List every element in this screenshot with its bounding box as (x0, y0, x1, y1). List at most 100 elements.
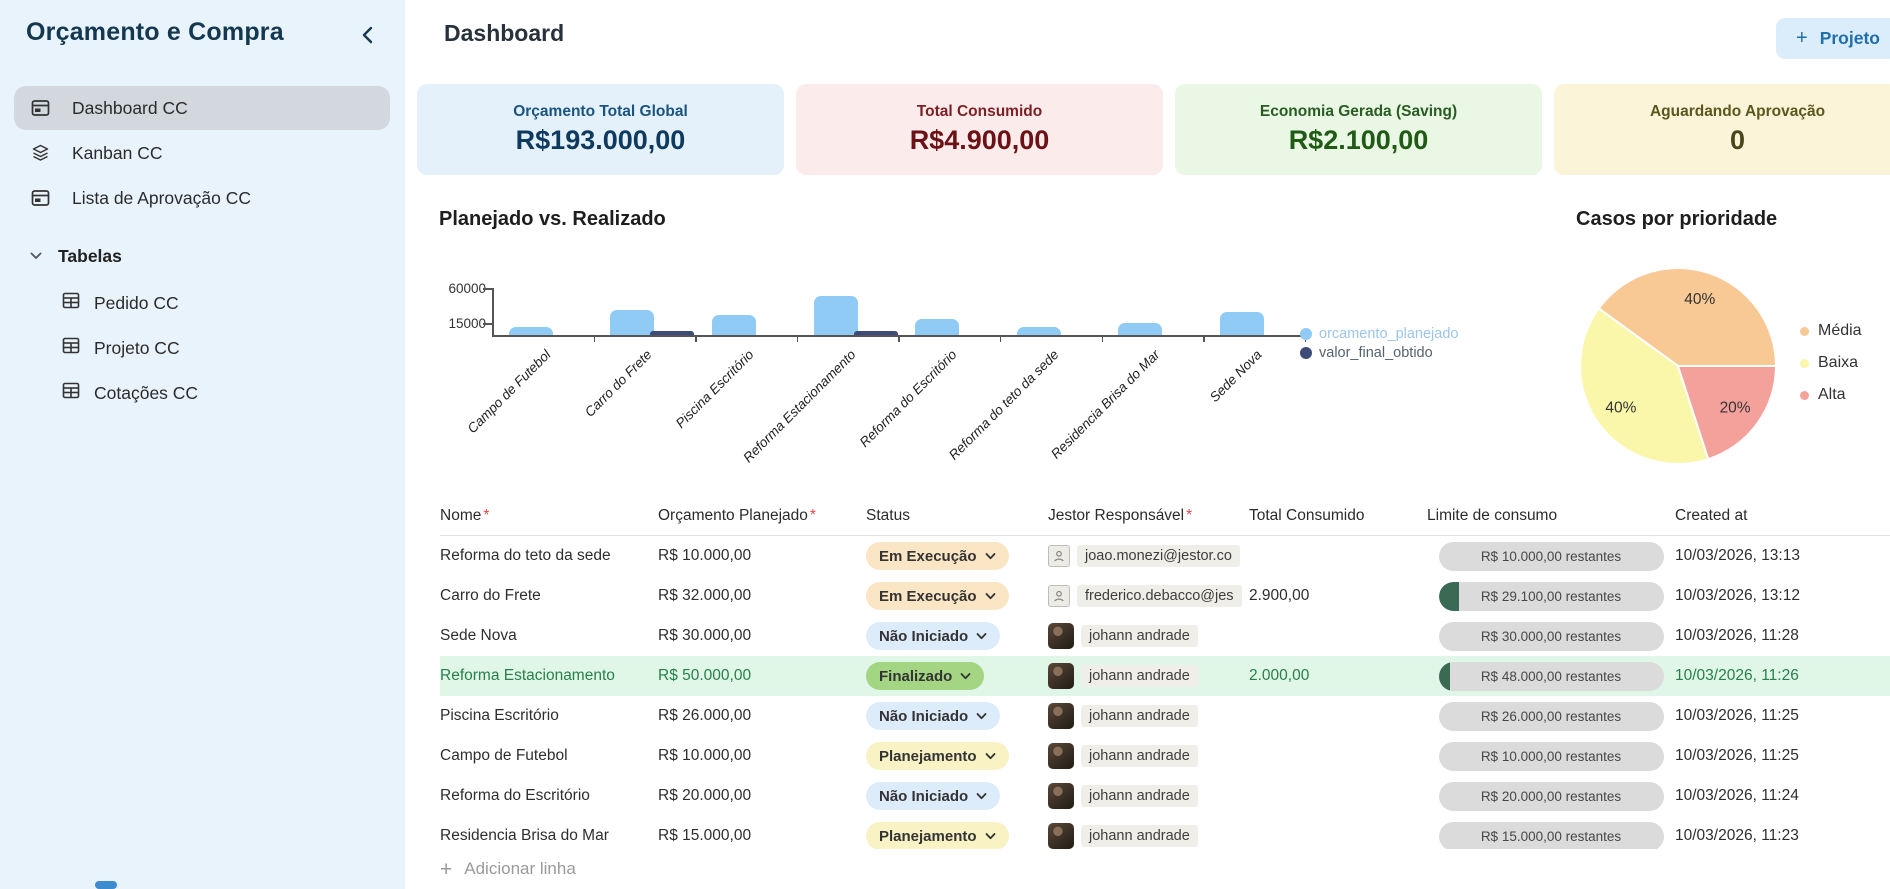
pie-slice-média (1597, 267, 1778, 367)
sidebar-item-label: Projeto CC (94, 337, 180, 358)
column-header[interactable]: Created at (1675, 507, 1890, 525)
legend-item: valor_final_obtido (1300, 345, 1458, 361)
sidebar-section-tabelas[interactable]: Tabelas (30, 236, 390, 276)
column-header[interactable]: Total Consumido (1249, 507, 1427, 525)
cell-nome: Reforma do teto da sede (440, 547, 611, 564)
legend-dot-icon (1300, 347, 1312, 359)
sidebar-section-label: Tabelas (58, 245, 122, 266)
column-header[interactable]: Orçamento Planejado * (658, 507, 866, 525)
card-label: Economia Gerada (Saving) (1259, 103, 1458, 120)
card-label: Aguardando Aprovação (1649, 103, 1826, 120)
chevron-down-icon (976, 792, 987, 800)
limit-progress-pill: R$ 15.000,00 restantes (1438, 821, 1664, 851)
legend-dot-icon (1800, 326, 1809, 336)
horizontal-scrollbar-thumb[interactable] (95, 881, 117, 889)
sidebar-item-dashboard-cc[interactable]: Dashboard CC (14, 86, 390, 130)
sidebar: Orçamento e Compra Dashboard CC Kanban C… (0, 0, 405, 889)
cell-created: 10/03/2026, 11:25 (1675, 707, 1799, 724)
cell-limite: R$ 29.100,00 restantes (1427, 581, 1675, 611)
column-header-label: Created at (1675, 507, 1748, 524)
cell-responsavel: johann andrade (1048, 823, 1249, 849)
user-photo-avatar (1048, 623, 1074, 649)
status-dropdown[interactable]: Em Execução (866, 582, 1009, 610)
legend-dot-icon (1800, 390, 1809, 400)
column-header[interactable]: Status (866, 507, 1048, 525)
y-tick-mark (483, 288, 492, 290)
cell-limite: R$ 15.000,00 restantes (1427, 821, 1675, 851)
status-label: Não Iniciado (879, 787, 969, 805)
limit-progress-pill: R$ 48.000,00 restantes (1438, 661, 1664, 691)
card-value: R$2.100,00 (1288, 125, 1429, 155)
responsavel-chip: johann andrade (1081, 785, 1198, 807)
cell-nome: Residencia Brisa do Mar (440, 827, 609, 844)
table-row[interactable]: Piscina Escritório R$ 26.000,00 Não Inicia… (440, 696, 1890, 736)
legend-label: orcamento_planejado (1319, 326, 1459, 342)
cell-status: Não Iniciado (866, 622, 1048, 650)
limit-progress-pill: R$ 20.000,00 restantes (1438, 781, 1664, 811)
user-photo-avatar (1048, 663, 1074, 689)
table-row[interactable]: Reforma do teto da sede R$ 10.000,00 Em Ex… (440, 536, 1890, 576)
card-label: Total Consumido (916, 103, 1043, 120)
add-row-button[interactable]: + Adicionar linha (440, 849, 1890, 889)
status-dropdown[interactable]: Não Iniciado (866, 782, 1001, 810)
sidebar-item-kanban-cc[interactable]: Kanban CC (14, 131, 390, 175)
cell-responsavel: joao.monezi@jestor.co (1048, 545, 1249, 567)
stat-cards: Orçamento Total Global R$193.000,00 Tota… (417, 84, 1890, 175)
chevron-down-icon (976, 712, 987, 720)
table-row[interactable]: Residencia Brisa do Mar R$ 15.000,00 Plane… (440, 816, 1890, 856)
table-body: Reforma do teto da sede R$ 10.000,00 Em Ex… (440, 536, 1890, 856)
sidebar-item-label: Dashboard CC (72, 97, 188, 118)
cell-created: 10/03/2026, 13:13 (1675, 547, 1800, 564)
column-header[interactable]: Limite de consumo (1427, 507, 1675, 525)
cell-responsavel: johann andrade (1048, 703, 1249, 729)
cell-status: Não Iniciado (866, 702, 1048, 730)
column-header-label: Status (866, 507, 910, 524)
column-header-label: Jestor Responsável (1048, 507, 1185, 524)
status-dropdown[interactable]: Finalizado (866, 662, 985, 690)
page-title: Dashboard (444, 20, 565, 46)
y-tick-label: 60000 (448, 281, 486, 296)
legend-item: Baixa (1800, 354, 1862, 372)
pie-chart: 40% 40% 20% (1578, 266, 1780, 473)
table-row[interactable]: Campo de Futebol R$ 10.000,00 Planejamento… (440, 736, 1890, 776)
table-row[interactable]: Reforma Estacionamento R$ 50.000,00 Finali… (440, 656, 1890, 696)
table-row[interactable]: Carro do Frete R$ 32.000,00 Em Execução fre… (440, 576, 1890, 616)
status-dropdown[interactable]: Não Iniciado (866, 702, 1001, 730)
sidebar-item-cotacoes-cc[interactable]: Cotações CC (62, 373, 390, 413)
card-total-consumido: Total Consumido R$4.900,00 (796, 84, 1163, 175)
chevron-down-icon (985, 592, 996, 600)
column-header-label: Limite de consumo (1427, 507, 1558, 524)
legend-label: Média (1818, 322, 1862, 339)
cell-nome: Piscina Escritório (440, 707, 559, 724)
x-category-label: Residencia Brisa do Mar (1048, 347, 1163, 462)
legend-item: Alta (1800, 386, 1862, 404)
required-marker: * (809, 507, 816, 524)
column-header[interactable]: Jestor Responsável * (1048, 507, 1249, 525)
limit-label: R$ 10.000,00 restantes (1480, 748, 1622, 764)
x-category-label: Reforma Estacionamento (739, 347, 859, 466)
sidebar-item-lista-aprovacao-cc[interactable]: Lista de Aprovação CC (14, 176, 390, 220)
status-dropdown[interactable]: Planejamento (866, 742, 1009, 770)
chevron-down-icon (976, 632, 987, 640)
cell-created: 10/03/2026, 11:28 (1675, 627, 1799, 644)
status-dropdown[interactable]: Planejamento (866, 822, 1009, 850)
sidebar-collapse-button[interactable] (360, 26, 374, 49)
table-row[interactable]: Reforma do Escritório R$ 20.000,00 Não Ini… (440, 776, 1890, 816)
cell-orcamento: R$ 10.000,00 (658, 547, 752, 564)
column-header[interactable]: Nome * (440, 507, 658, 525)
x-tick-mark (1203, 336, 1205, 342)
pie-slice-label: 40% (1684, 291, 1715, 308)
status-dropdown[interactable]: Em Execução (866, 542, 1009, 570)
add-project-button[interactable]: + Projeto (1776, 18, 1890, 59)
cell-status: Em Execução (866, 542, 1048, 570)
limit-progress-pill: R$ 10.000,00 restantes (1438, 741, 1664, 771)
sidebar-item-label: Pedido CC (94, 292, 179, 313)
table-row[interactable]: Sede Nova R$ 30.000,00 Não Iniciado johann … (440, 616, 1890, 656)
cell-nome: Campo de Futebol (440, 747, 568, 764)
cell-orcamento: R$ 50.000,00 (658, 667, 752, 684)
sidebar-item-pedido-cc[interactable]: Pedido CC (62, 283, 390, 323)
x-tick-mark (695, 336, 697, 342)
cell-status: Não Iniciado (866, 782, 1048, 810)
sidebar-item-projeto-cc[interactable]: Projeto CC (62, 328, 390, 368)
status-dropdown[interactable]: Não Iniciado (866, 622, 1001, 650)
